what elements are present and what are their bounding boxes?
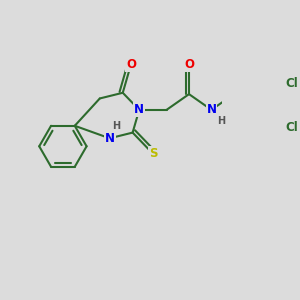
Text: Cl: Cl bbox=[285, 76, 298, 89]
Text: O: O bbox=[126, 58, 136, 71]
Text: S: S bbox=[149, 147, 158, 161]
Text: N: N bbox=[105, 132, 115, 145]
Text: H: H bbox=[217, 116, 225, 126]
Text: O: O bbox=[184, 58, 194, 71]
Text: N: N bbox=[134, 103, 144, 116]
Text: H: H bbox=[112, 121, 120, 131]
Text: N: N bbox=[206, 103, 216, 116]
Text: Cl: Cl bbox=[285, 121, 298, 134]
